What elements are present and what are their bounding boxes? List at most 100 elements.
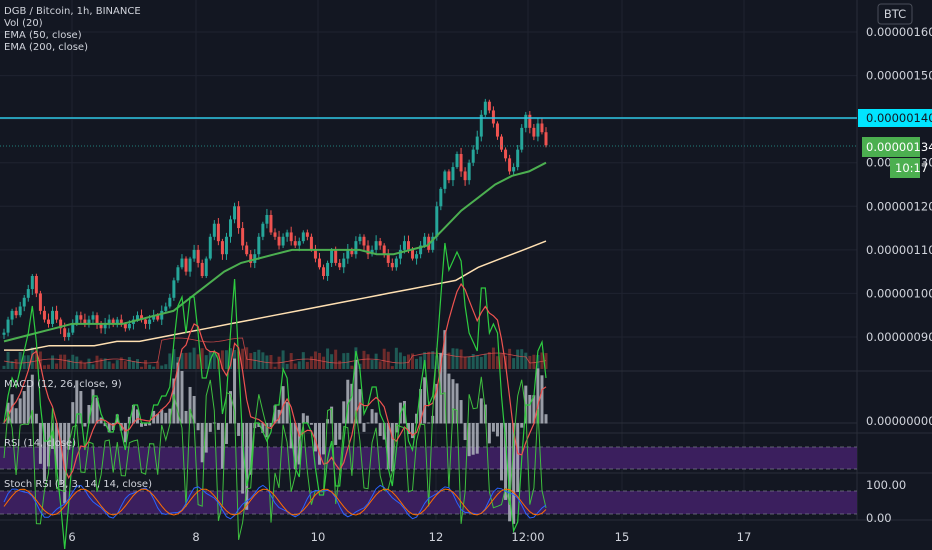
rsi-line [3,347,547,541]
macd-histogram-bar [95,397,99,424]
volume-bar [431,351,435,369]
volume-bar [269,354,273,369]
candle-body [297,241,301,246]
time-axis[interactable]: 6 8 10 12 12:00 15 17 [68,530,751,544]
macd-histogram-bar [192,395,196,424]
macd-histogram-bar [204,423,208,453]
volume-bar [148,364,152,369]
volume-bar [192,347,196,369]
macd-histogram-bar [326,419,330,424]
macd-histogram-bar [131,404,135,424]
candle-body [212,223,216,237]
candle-body [180,258,184,268]
macd-histogram-bar [245,423,249,510]
volume-bar [322,356,326,369]
candle-body [313,249,317,259]
macd-histogram-bar [22,391,26,424]
volume-bar [479,356,483,369]
macd-histogram-bar [386,423,390,470]
candle-body [495,123,499,137]
volume-bar [229,348,233,369]
volume-bar [508,348,512,369]
currency-label: BTC [884,7,906,21]
macd-histogram-bar [188,386,192,424]
candle-body [366,245,370,255]
macd-histogram-bar [241,423,245,494]
macd-histogram-bar [508,423,512,522]
macd-histogram-bar [439,353,443,424]
macd-label: MACD (12, 26, close, 9) [4,379,122,390]
macd-histogram-bar [382,423,386,440]
macd-histogram-bar [156,413,160,424]
candle-body [135,315,139,320]
candle-body [459,154,463,172]
macd-histogram-bar [10,394,14,424]
candle-body [204,258,208,276]
macd-histogram-bar [451,379,455,424]
candle-body [330,249,334,263]
chart-title: DGB / Bitcoin, 1h, BINANCE [4,6,141,17]
candle-body [382,245,386,255]
candle-body [309,236,313,250]
volume-bar [140,366,144,369]
macd-histogram-bar [301,413,305,424]
signal-line [3,282,547,480]
volume-bar [471,354,475,369]
volume-bar [51,355,55,369]
price-axis-tick: 0.00000100 [866,286,932,300]
time-axis-tick: 6 [68,530,75,544]
macd-histogram-bar [411,423,415,439]
macd-histogram-bar [229,391,233,424]
macd-histogram-bar [463,423,467,441]
volume-bar [172,349,176,369]
candle-body [140,315,144,320]
candle-body [334,249,338,263]
candle-body [528,114,532,128]
volume-bar [342,353,346,369]
candle-body [75,315,79,324]
volume-bar [67,359,71,369]
volume-bar [46,364,50,369]
volume-bar [63,354,67,369]
macd-line [3,242,547,550]
volume-bar [91,364,95,369]
candle-body [30,276,34,290]
volume-bar [370,359,374,369]
ema200-label: EMA (200, close) [4,42,88,53]
macd-histogram-bar [79,391,83,424]
candle-body [71,323,75,333]
candle-body [435,206,439,237]
candle-body [354,241,358,255]
macd-histogram-bar [362,423,366,432]
macd-histogram-bar [532,395,536,424]
candle-body [423,236,427,246]
candle-body [245,245,249,255]
stoch-lines [3,484,547,520]
volume-bar [10,361,14,369]
volume-bar [455,348,459,369]
macd-histogram-bar [354,359,358,424]
candle-body [362,236,366,246]
candle-body [91,315,95,320]
candle-body [285,232,289,237]
volume-bar [83,362,87,369]
volume-bar [281,350,285,369]
candle-body [63,328,67,337]
macd-histogram-bar [127,416,131,424]
candle-body [51,310,55,324]
candle-body [431,236,435,250]
macd-histogram-bar [34,413,38,424]
volume-bar [160,365,164,369]
macd-histogram-bar [293,423,297,470]
macd-histogram-bar [419,389,423,424]
currency-button[interactable] [877,3,913,25]
macd-histogram-bar [366,422,370,424]
volume-bar [447,352,451,369]
volume-bar [309,356,313,369]
volume-bar [362,350,366,369]
volume-bar [30,347,34,369]
volume-bar [224,350,228,369]
volume-bar [55,363,59,369]
candle-body [301,232,305,242]
candle-body [520,127,524,150]
